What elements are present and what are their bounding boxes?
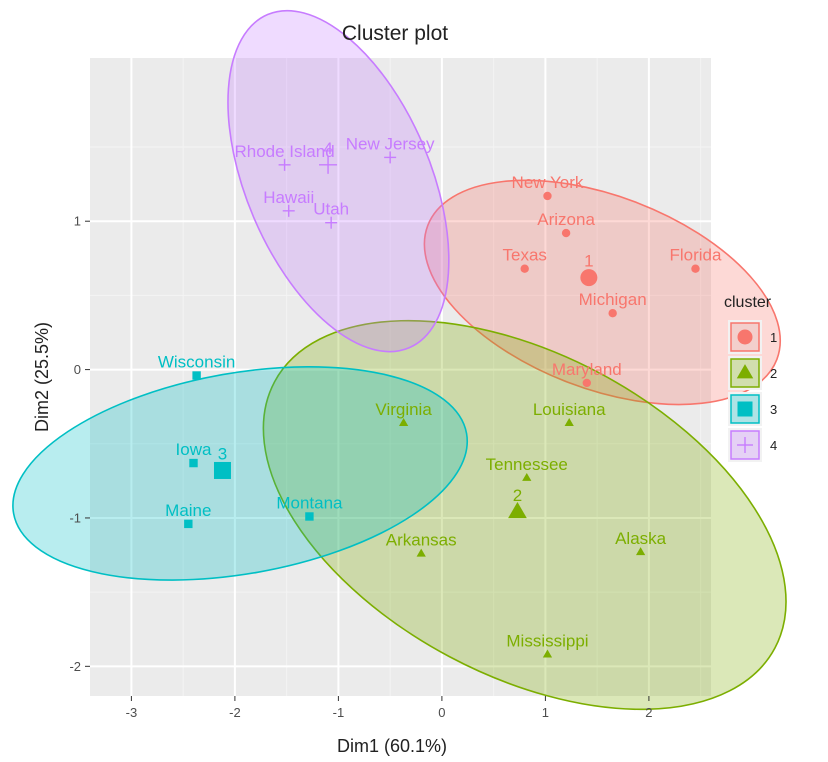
cluster-1-center-label: 1 <box>584 252 593 271</box>
point-label-tennessee: Tennessee <box>486 455 568 474</box>
point-florida <box>691 264 700 273</box>
point-label-hawaii: Hawaii <box>263 188 314 207</box>
y-tick-label: -1 <box>69 510 81 525</box>
x-tick-label: 2 <box>645 705 652 720</box>
point-hawaii <box>282 204 295 217</box>
x-tick-label: 1 <box>542 705 549 720</box>
point-tennessee <box>522 472 532 481</box>
point-virginia <box>398 418 409 427</box>
y-axis-title: Dim2 (25.5%) <box>32 322 52 432</box>
point-label-rhode-island: Rhode Island <box>234 142 334 161</box>
point-label-michigan: Michigan <box>579 290 647 309</box>
point-label-alaska: Alaska <box>615 529 667 548</box>
point-arkansas <box>416 548 426 557</box>
point-texas <box>520 264 529 273</box>
point-wisconsin <box>192 371 201 380</box>
cluster-1-center <box>580 269 598 287</box>
point-maryland <box>582 378 591 388</box>
grid-lines <box>90 58 711 696</box>
cluster-3-center <box>213 461 231 479</box>
point-arizona <box>561 228 571 238</box>
cluster-4-center <box>319 155 338 174</box>
cluster-points <box>184 151 700 658</box>
legend-swatch <box>730 322 760 352</box>
point-maine <box>184 519 193 529</box>
y-axis-ticks: -2 -1 0 1 <box>69 214 90 674</box>
point-labels: New York Arizona Texas Florida Michigan Maryl… <box>158 134 722 650</box>
point-label-texas: Texas <box>502 246 546 265</box>
legend-item-1: 1 <box>728 320 777 354</box>
legend-item-2: 2 <box>728 356 777 390</box>
legend-marker-4 <box>737 437 753 453</box>
cluster-3-center-label: 3 <box>218 444 227 463</box>
point-label-new-york: New York <box>512 173 584 192</box>
point-iowa <box>189 458 198 468</box>
point-label-montana: Montana <box>276 493 343 512</box>
legend-item-4: 4 <box>728 428 777 462</box>
cluster-2-center-label: 2 <box>513 486 522 505</box>
point-rhode-island <box>278 158 291 171</box>
legend-swatch <box>730 394 760 424</box>
cluster-3-ellipse <box>12 366 469 581</box>
cluster-2-center <box>508 502 527 519</box>
point-label-arizona: Arizona <box>537 210 595 229</box>
legend-title: cluster <box>724 294 772 311</box>
legend: cluster 1 2 3 4 <box>724 294 777 462</box>
y-tick-label: 0 <box>74 362 81 377</box>
point-label-louisiana: Louisiana <box>533 400 606 419</box>
x-tick-label: 0 <box>438 705 445 720</box>
point-label-florida: Florida <box>669 246 722 265</box>
y-tick-label: -2 <box>69 659 81 674</box>
point-utah <box>325 216 338 229</box>
legend-item-3: 3 <box>728 392 777 426</box>
cluster-4-ellipse <box>227 9 450 353</box>
cluster-4-center-label: 4 <box>323 139 332 158</box>
point-label-utah: Utah <box>313 200 349 219</box>
x-axis-ticks: -3 -2 -1 0 1 2 <box>126 696 653 720</box>
legend-marker-3 <box>737 401 753 417</box>
point-label-iowa: Iowa <box>176 440 212 459</box>
point-label-wisconsin: Wisconsin <box>158 353 235 372</box>
point-label-mississippi: Mississippi <box>506 631 588 650</box>
point-montana <box>305 512 314 521</box>
point-label-virginia: Virginia <box>375 400 432 419</box>
point-alaska <box>636 547 646 556</box>
legend-label: 3 <box>770 402 777 417</box>
x-axis-title: Dim1 (60.1%) <box>337 736 447 756</box>
point-label-maine: Maine <box>165 501 211 520</box>
point-mississippi <box>542 649 553 658</box>
point-new-york <box>543 191 552 201</box>
legend-label: 2 <box>770 366 777 381</box>
point-label-new-jersey: New Jersey <box>346 134 435 153</box>
legend-marker-2 <box>736 364 754 379</box>
chart-title: Cluster plot <box>342 22 448 45</box>
y-tick-label: 1 <box>74 214 81 229</box>
legend-label: 4 <box>770 438 777 453</box>
point-label-arkansas: Arkansas <box>386 531 457 550</box>
x-tick-label: -1 <box>333 705 345 720</box>
point-label-maryland: Maryland <box>552 360 622 379</box>
legend-label: 1 <box>770 330 777 345</box>
point-louisiana <box>564 418 574 427</box>
x-tick-label: -2 <box>229 705 241 720</box>
point-michigan <box>608 309 617 318</box>
cluster-1-ellipse <box>423 179 782 406</box>
legend-marker-1 <box>737 329 753 345</box>
point-new-jersey <box>384 151 397 164</box>
x-tick-label: -3 <box>126 705 138 720</box>
